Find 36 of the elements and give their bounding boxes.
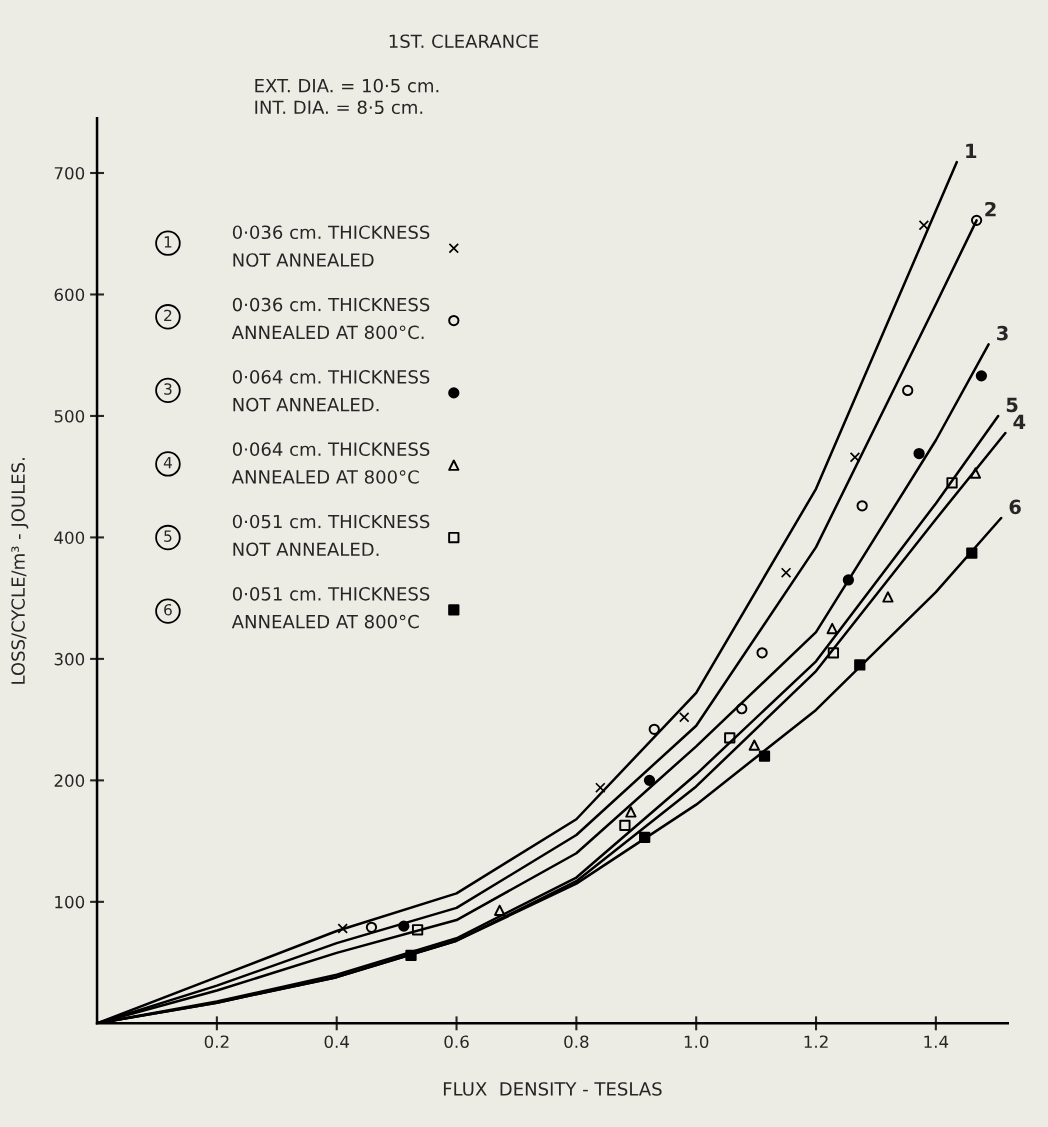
y-tick-label: 600 [54,288,85,302]
legend-label: 0·064 cm. THICKNESS ANNEALED AT 800°C [231,442,430,484]
series-label: 3 [997,325,1008,341]
legend-label: 0·036 cm. THICKNESS ANNEALED AT 800°C. [231,297,430,340]
y-tick-label: 200 [54,774,85,787]
chart-subtitle: EXT. DIA. = 10·5 cm. INT. DIA. = 8·5 cm. [255,78,439,115]
y-tick-label: 400 [54,531,85,544]
legend-label: 0·036 cm. THICKNESS NOT ANNEALED [232,225,430,267]
x-tick-label: 1.2 [804,1035,828,1048]
series-label: 2 [985,201,996,217]
text: 5 [164,530,172,542]
series-label: 1 [966,143,977,159]
y-axis-title: LOSS/CYCLE/m³ - JOULES. [11,458,29,684]
series-label: 4 [1013,414,1026,429]
series-label: 5 [1006,397,1018,413]
legend-label: 0·064 cm. THICKNESS NOT ANNEALED. [232,370,430,412]
x-axis-title: FLUX DENSITY - TESLAS [443,1082,662,1096]
y-tick-label: 100 [55,895,85,909]
legend-label: 0·051 cm. THICKNESS NOT ANNEALED. [232,514,430,557]
x-tick-label: 0.2 [204,1035,229,1049]
x-tick-label: 0.8 [564,1035,589,1049]
chart-title: 1ST. CLEARANCE [389,34,539,49]
y-tick-label: 700 [54,166,85,180]
legend-label: 0·051 cm. THICKNESS ANNEALED AT 800°C [231,587,430,629]
x-tick-label: 1.4 [924,1035,949,1048]
series-label: 6 [1009,499,1021,515]
text: 1 [164,236,172,248]
text: 3 [164,383,172,395]
x-tick-label: 0.6 [444,1035,469,1049]
y-tick-label: 500 [54,409,85,423]
text: 4 [163,457,172,469]
text: 6 [164,603,172,616]
text: 2 [164,309,172,321]
x-tick-label: 0.4 [324,1035,350,1049]
y-tick-label: 300 [54,652,85,666]
x-tick-label: 1.0 [684,1035,709,1049]
